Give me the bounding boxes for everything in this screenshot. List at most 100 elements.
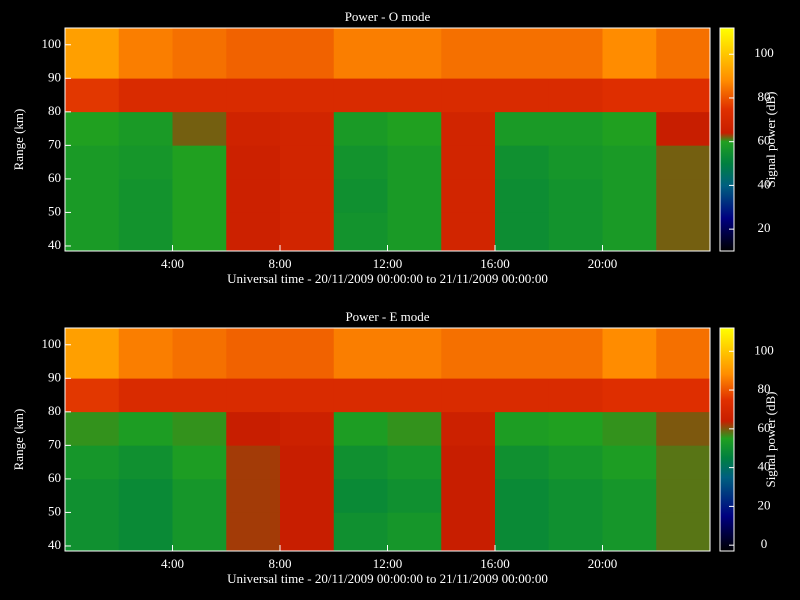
y-tick-label: 80 [48, 103, 61, 118]
x-tick-label: 20:00 [588, 256, 618, 271]
heatmap-cell [549, 145, 603, 179]
heatmap-cell [441, 328, 495, 379]
heatmap-cell [495, 512, 549, 551]
x-tick-label: 12:00 [373, 556, 403, 571]
heatmap-cell [65, 78, 119, 112]
heatmap-cell [388, 179, 442, 213]
heatmap-cell [603, 145, 657, 179]
heatmap-cell [388, 328, 442, 379]
heatmap-cell [226, 212, 280, 251]
heatmap-cell [388, 28, 442, 79]
heatmap-cell [119, 179, 173, 213]
heatmap-cell [280, 512, 334, 551]
heatmap-cell [65, 28, 119, 79]
colorbar-label: Signal power (dB) [763, 91, 778, 187]
heatmap-cell [603, 412, 657, 446]
heatmap-cell [65, 412, 119, 446]
heatmap-cell [603, 479, 657, 513]
heatmap-cell [119, 145, 173, 179]
y-tick-label: 50 [48, 203, 61, 218]
heatmap-cell [441, 28, 495, 79]
heatmap-cell [549, 378, 603, 412]
heatmap-cell [280, 28, 334, 79]
heatmap-cell [119, 512, 173, 551]
heatmap-cell [495, 145, 549, 179]
heatmap-cell [65, 479, 119, 513]
heatmap-cell [173, 145, 227, 179]
heatmap-cell [603, 212, 657, 251]
heatmap-cell [119, 112, 173, 146]
heatmap-cell [603, 112, 657, 146]
heatmap-cell [388, 145, 442, 179]
heatmap-cell [549, 412, 603, 446]
heatmap-cell [280, 412, 334, 446]
heatmap-cell [334, 512, 388, 551]
heatmap-cell [441, 445, 495, 479]
heatmap-cell [495, 378, 549, 412]
heatmap-cell [495, 179, 549, 213]
heatmap-cell [119, 412, 173, 446]
heatmap-cell [334, 78, 388, 112]
heatmap-cell [226, 512, 280, 551]
y-tick-label: 100 [42, 336, 62, 351]
heatmap-cell [656, 112, 710, 146]
heatmap-cell [173, 512, 227, 551]
y-tick-label: 70 [48, 136, 61, 151]
heatmap-cell [603, 445, 657, 479]
heatmap-cell [119, 445, 173, 479]
heatmap-cell [603, 378, 657, 412]
heatmap-cell [280, 179, 334, 213]
heatmap-cell [656, 179, 710, 213]
heatmap-cell [226, 412, 280, 446]
heatmap-cell [119, 78, 173, 112]
heatmap-cell [226, 445, 280, 479]
x-axis-label: Universal time - 20/11/2009 00:00:00 to … [227, 571, 548, 586]
heatmap-cell [656, 412, 710, 446]
heatmap-cell [334, 445, 388, 479]
heatmap-cell [65, 112, 119, 146]
heatmap-cell [226, 112, 280, 146]
heatmap-cell [226, 378, 280, 412]
heatmap-cell [173, 328, 227, 379]
heatmap-cell [495, 479, 549, 513]
chart-title: Power - O mode [345, 9, 431, 24]
heatmap-cell [656, 328, 710, 379]
heatmap-cell [280, 445, 334, 479]
heatmap-cell [65, 212, 119, 251]
heatmap-cell [119, 28, 173, 79]
heatmap-cell [334, 112, 388, 146]
heatmap-cell [226, 28, 280, 79]
heatmap-cell [656, 28, 710, 79]
heatmap-cell [656, 479, 710, 513]
heatmap-cell [334, 378, 388, 412]
heatmap-cell [226, 479, 280, 513]
heatmap-cell [549, 78, 603, 112]
heatmap-cell [388, 445, 442, 479]
heatmap-cell [388, 78, 442, 112]
heatmap-cell [495, 412, 549, 446]
heatmap-cell [549, 328, 603, 379]
heatmap-cell [119, 328, 173, 379]
x-tick-label: 8:00 [268, 256, 291, 271]
heatmap-cell [388, 112, 442, 146]
heatmap-cell [173, 378, 227, 412]
heatmap-cell [173, 112, 227, 146]
heatmap-cell [388, 512, 442, 551]
x-axis-label: Universal time - 20/11/2009 00:00:00 to … [227, 271, 548, 286]
heatmap-cell [65, 378, 119, 412]
y-tick-label: 70 [48, 436, 61, 451]
heatmap-cell [65, 328, 119, 379]
y-tick-label: 80 [48, 403, 61, 418]
heatmap-cell [65, 445, 119, 479]
heatmap-cell [656, 445, 710, 479]
heatmap-cell [280, 479, 334, 513]
heatmap-cell [656, 212, 710, 251]
x-tick-label: 4:00 [161, 556, 184, 571]
heatmap-cell [334, 328, 388, 379]
x-tick-label: 12:00 [373, 256, 403, 271]
heatmap-cell [65, 179, 119, 213]
heatmap-cell [656, 145, 710, 179]
y-tick-label: 40 [48, 237, 61, 252]
heatmap-cell [656, 78, 710, 112]
heatmap-cell [226, 78, 280, 112]
